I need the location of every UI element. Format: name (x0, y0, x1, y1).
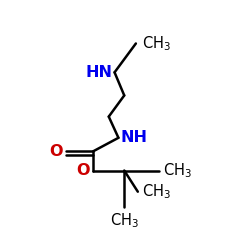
Text: CH$_3$: CH$_3$ (142, 34, 171, 53)
Text: CH$_3$: CH$_3$ (142, 182, 171, 201)
Text: NH: NH (120, 130, 148, 145)
Text: O: O (76, 163, 90, 178)
Text: HN: HN (86, 65, 112, 80)
Text: O: O (49, 144, 62, 159)
Text: CH$_3$: CH$_3$ (110, 211, 139, 230)
Text: CH$_3$: CH$_3$ (163, 161, 192, 180)
